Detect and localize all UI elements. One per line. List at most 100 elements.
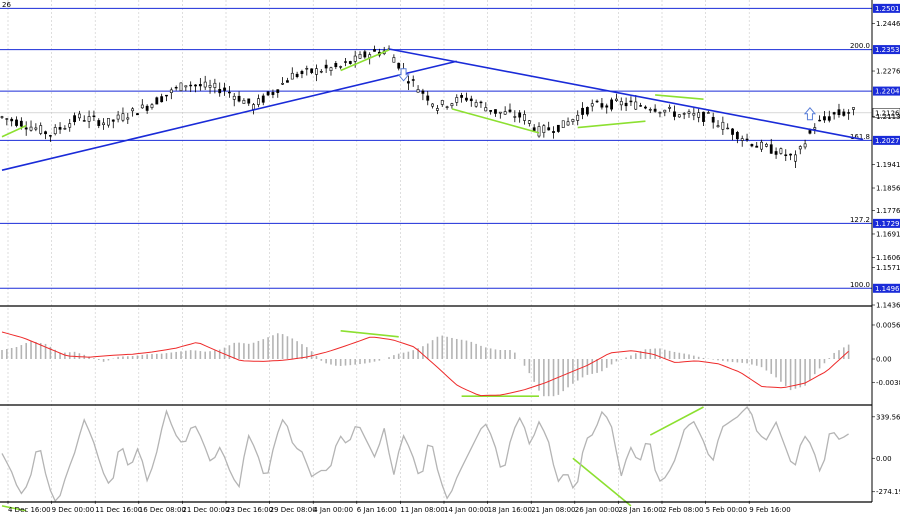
candle-body bbox=[455, 97, 459, 103]
candle-body bbox=[677, 114, 681, 118]
candle-body bbox=[440, 100, 444, 105]
candle-body bbox=[465, 97, 468, 101]
current-price-tag bbox=[872, 108, 900, 118]
candle-body bbox=[827, 116, 831, 121]
candle-body bbox=[242, 99, 246, 104]
trend-line bbox=[1, 60, 457, 171]
candle-body bbox=[29, 126, 33, 131]
candle-body bbox=[218, 88, 222, 94]
candle-body bbox=[682, 113, 686, 115]
level-label: 161.8 bbox=[850, 133, 870, 141]
candle-body bbox=[73, 115, 76, 123]
candle-body bbox=[406, 81, 410, 84]
stochastic-line bbox=[1, 405, 849, 503]
candle-body bbox=[315, 68, 318, 75]
price-tag-label: 1.2353 bbox=[875, 46, 900, 54]
stochastic-divergence-line bbox=[1, 505, 27, 512]
candle-body bbox=[34, 127, 38, 130]
candle-body bbox=[295, 73, 299, 78]
macd-tick-label: 0.00 bbox=[876, 356, 892, 364]
candle-body bbox=[329, 67, 333, 72]
candle-body bbox=[527, 120, 531, 124]
candle-body bbox=[721, 121, 725, 130]
price-tag bbox=[873, 283, 900, 293]
candle-body bbox=[731, 128, 734, 135]
price-tag-label: 1.1496 bbox=[875, 285, 900, 293]
candle-body bbox=[411, 79, 415, 81]
candle-body bbox=[847, 112, 851, 114]
x-tick-label: 9 Dec 00:00 bbox=[52, 506, 95, 514]
candle-body bbox=[344, 61, 347, 63]
level-label: 100.0 bbox=[850, 281, 870, 289]
candle-body bbox=[634, 101, 638, 110]
candle-body bbox=[44, 131, 47, 135]
candle-body bbox=[121, 113, 125, 121]
candle-body bbox=[469, 98, 473, 102]
price-tag bbox=[873, 86, 900, 96]
symbol-label: 26 bbox=[2, 1, 11, 9]
candle-body bbox=[745, 138, 749, 141]
candle-body bbox=[765, 143, 768, 147]
candle-body bbox=[547, 127, 551, 131]
stochastic-divergence-line bbox=[572, 457, 632, 507]
candle-body bbox=[324, 64, 328, 69]
candle-body bbox=[194, 84, 197, 87]
candle-body bbox=[232, 95, 236, 100]
price-divergence-line bbox=[655, 94, 704, 100]
candle-body bbox=[58, 127, 62, 130]
candle-body bbox=[571, 119, 575, 122]
price-tick-label: 1.1856 bbox=[876, 185, 900, 193]
trend-lines bbox=[1, 48, 864, 171]
fibonacci-levels: 1.2501 200.0 1.2353 1.2204 161.8 1.2027 127.2 1… bbox=[0, 3, 900, 293]
price-divergence-line bbox=[451, 108, 540, 134]
trend-line bbox=[388, 48, 864, 141]
divergence-lines bbox=[1, 49, 704, 512]
candle-body bbox=[697, 112, 701, 118]
candle-body bbox=[518, 112, 522, 118]
candle-body bbox=[10, 118, 14, 122]
x-tick-label: 4 Jan 00:00 bbox=[313, 506, 353, 514]
candle-body bbox=[334, 63, 338, 68]
candle-body bbox=[223, 87, 226, 91]
x-tick-label: 6 Jan 16:00 bbox=[357, 506, 397, 514]
candle-body bbox=[561, 120, 565, 128]
candle-body bbox=[0, 116, 4, 118]
candle-body bbox=[600, 103, 604, 108]
price-tag-label: 1.1729 bbox=[875, 220, 900, 228]
stochastic-tick-label: 339.568 bbox=[876, 413, 900, 421]
candle-body bbox=[653, 108, 657, 112]
candle-body bbox=[97, 120, 101, 126]
candle-body bbox=[837, 109, 841, 116]
candle-body bbox=[474, 102, 478, 107]
macd-tick-label: -0.00388 bbox=[876, 379, 900, 387]
candle-body bbox=[290, 72, 294, 80]
x-tick-label: 29 Dec 08:00 bbox=[270, 506, 317, 514]
candle-body bbox=[726, 127, 730, 130]
candle-body bbox=[513, 116, 517, 118]
candle-body bbox=[150, 104, 154, 108]
price-tag-label: 1.2027 bbox=[875, 137, 900, 145]
candle-body bbox=[87, 116, 91, 122]
candle-body bbox=[644, 106, 647, 109]
candle-body bbox=[140, 104, 144, 109]
candle-body bbox=[498, 111, 502, 114]
candle-body bbox=[595, 100, 599, 103]
candle-body bbox=[615, 98, 618, 101]
x-tick-label: 9 Feb 16:00 bbox=[749, 506, 790, 514]
candle-body bbox=[160, 96, 164, 103]
candle-body bbox=[556, 124, 560, 132]
price-tick-label: 1.2446 bbox=[876, 20, 900, 28]
candle-body bbox=[624, 102, 628, 107]
candle-body bbox=[494, 109, 497, 114]
stochastic-tick-label: 0.00 bbox=[876, 455, 892, 463]
candle-body bbox=[484, 107, 488, 112]
candle-body bbox=[750, 144, 754, 147]
price-tag-label: 1.2204 bbox=[875, 88, 900, 96]
candle-body bbox=[363, 51, 367, 58]
candle-body bbox=[271, 92, 275, 95]
candle-body bbox=[706, 112, 710, 114]
candle-body bbox=[648, 109, 652, 111]
candle-body bbox=[24, 127, 28, 130]
candle-body bbox=[673, 111, 676, 117]
